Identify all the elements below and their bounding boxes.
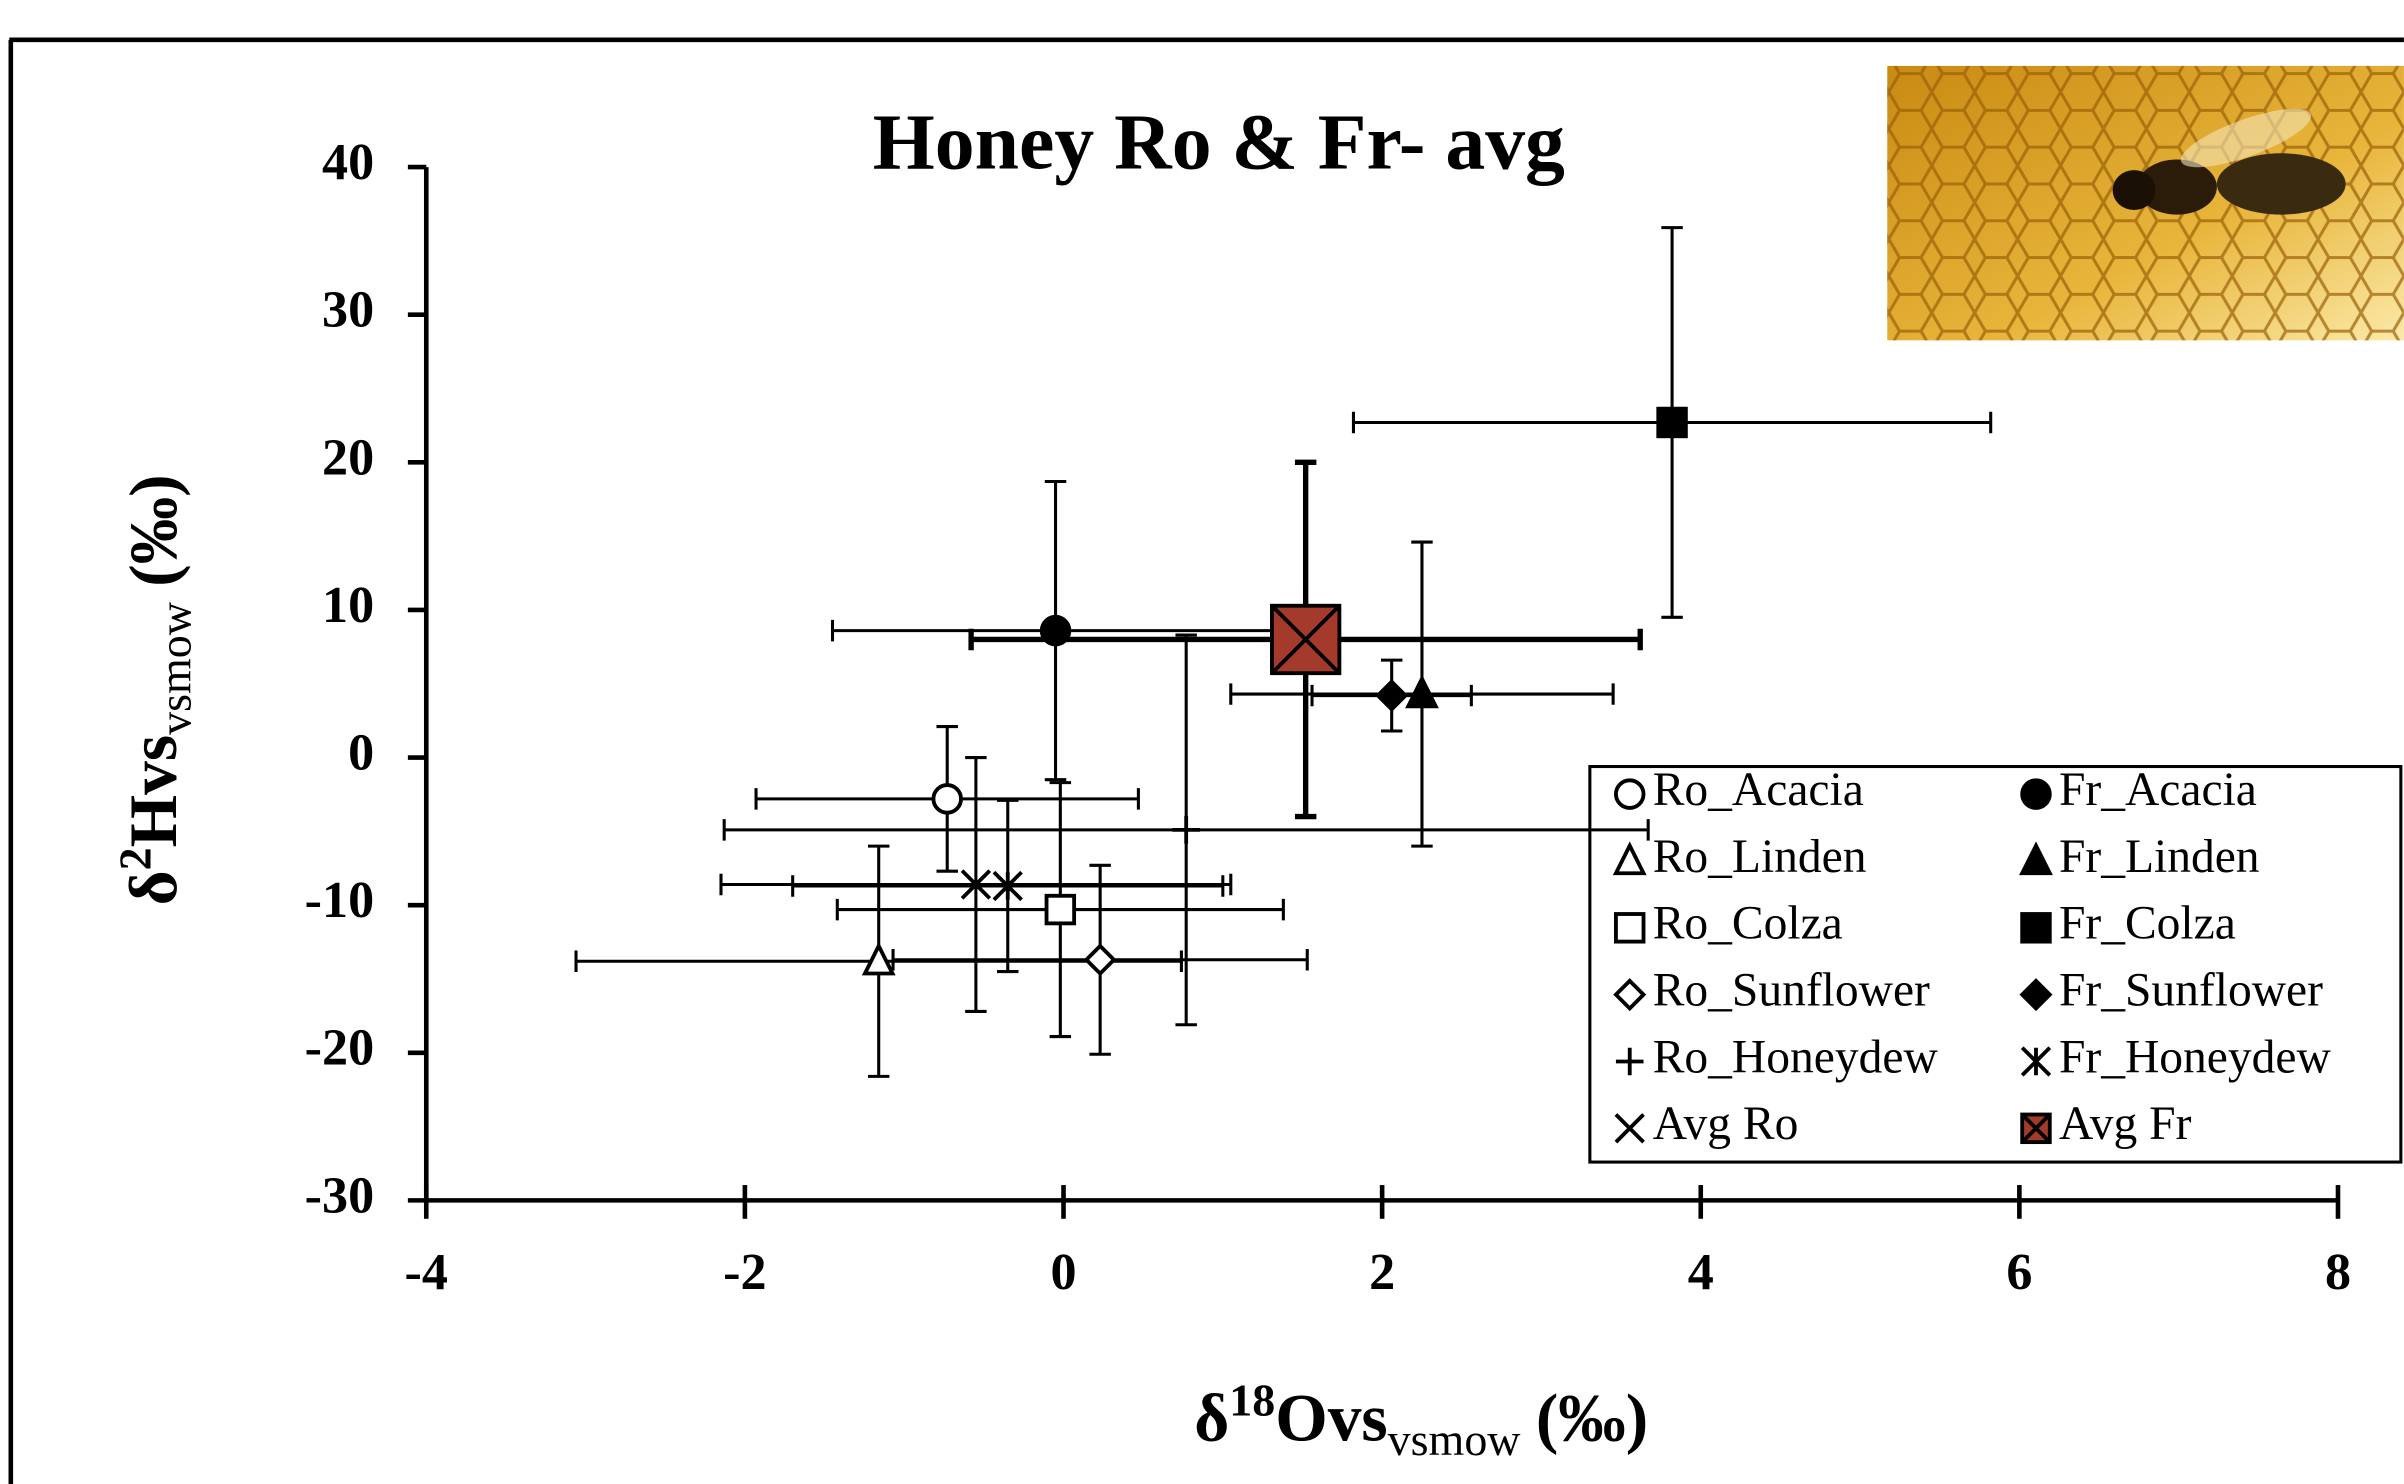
legend-box [1588, 764, 2403, 1164]
y-axis-label: δ2Hvsvsmow (‰) [109, 474, 200, 905]
marker-part [1375, 679, 1409, 713]
legend-label: Ro_Honeydew [1653, 1031, 1939, 1083]
legend-label: Avg Ro [1653, 1098, 1799, 1150]
marker-part [931, 783, 963, 815]
marker [2019, 841, 2053, 876]
marker-part [2019, 978, 2053, 1012]
y-tick-label: 20 [322, 429, 374, 486]
legend-entry: Ro_Linden [1612, 831, 1867, 883]
marker-part [1044, 893, 1077, 926]
marker [2020, 778, 2052, 810]
legend-label: Ro_Acacia [1653, 764, 1864, 816]
x-tick-label: 4 [1688, 1244, 1714, 1301]
marker [1172, 816, 1200, 844]
marker-part [2020, 1046, 2052, 1077]
marker-part [1612, 841, 1647, 876]
marker-part [2019, 841, 2053, 876]
legend-label: Avg Fr [2059, 1098, 2192, 1150]
y-label-main: Hvs [117, 735, 192, 847]
legend-label: Ro_Linden [1653, 831, 1867, 883]
legend-label: Fr_Sunflower [2059, 965, 2323, 1017]
marker-part [1614, 778, 1646, 810]
x-label-main: Ovs [1275, 1381, 1387, 1456]
x-tick-label: -4 [405, 1244, 448, 1301]
marker-part [2020, 1113, 2052, 1144]
x-tick-label: 6 [2006, 1244, 2032, 1301]
x-label-sup: 18 [1229, 1374, 1275, 1425]
x-tick-label: -2 [723, 1244, 766, 1301]
marker [1656, 406, 1688, 439]
legend-label: Ro_Sunflower [1653, 965, 1930, 1017]
x-tick-label: 2 [1369, 1244, 1395, 1301]
marker [2019, 978, 2053, 1012]
legend-entry: Fr_Linden [2019, 831, 2260, 883]
marker-part [861, 941, 896, 976]
marker [2020, 1046, 2052, 1077]
y-label-unit: (‰) [117, 474, 192, 586]
marker [2020, 912, 2052, 944]
x-label-unit: (‰) [1536, 1381, 1648, 1456]
marker [1614, 912, 1646, 944]
marker [1612, 841, 1647, 876]
x-label-symbol: δ [1194, 1381, 1229, 1456]
legend-entry: Fr_Colza [2020, 898, 2236, 950]
marker-part [1656, 406, 1688, 439]
x-label-sub: vsmow [1388, 1414, 1521, 1465]
y-label-symbol: δ [117, 870, 192, 905]
y-tick-label: 10 [322, 577, 374, 634]
legend-label: Fr_Linden [2059, 831, 2260, 883]
legend-entry: Ro_Sunflower [1613, 965, 1930, 1017]
y-tick-label: 40 [322, 134, 374, 191]
marker [1614, 778, 1646, 810]
legend-label: Fr_Colza [2059, 898, 2236, 950]
x-tick-label: 0 [1050, 1244, 1076, 1301]
marker [1270, 603, 1342, 676]
marker [2020, 1112, 2052, 1145]
marker [1044, 893, 1077, 926]
bee-photo [1887, 65, 2404, 341]
marker-part [1405, 674, 1439, 709]
y-tick-label: -10 [305, 872, 374, 929]
marker [931, 783, 963, 815]
y-label-sub: vsmow [149, 602, 200, 735]
marker [960, 869, 992, 900]
legend-label: Fr_Honeydew [2059, 1031, 2332, 1083]
marker-part [1083, 943, 1117, 977]
marker-part [1270, 604, 1341, 675]
marker-part [1614, 912, 1646, 944]
y-tick-label: -20 [305, 1020, 374, 1077]
legend-entry: Avg Ro [1614, 1098, 1799, 1150]
marker [1615, 1047, 1644, 1076]
legend-entry: Ro_Acacia [1614, 764, 1864, 816]
legend-label: Fr_Acacia [2059, 764, 2257, 816]
chart-title: Honey Ro & Fr- avg [873, 99, 1565, 187]
marker [1405, 674, 1439, 709]
legend-entry: Fr_Acacia [2020, 764, 2257, 816]
marker [1375, 679, 1409, 713]
marker-part [1614, 1113, 1645, 1144]
x-tick-label: 8 [2325, 1244, 2351, 1301]
marker-part [2020, 912, 2052, 944]
legend-entry: Fr_Sunflower [2019, 965, 2323, 1017]
marker-part [1172, 816, 1200, 844]
x-axis-label: δ18Ovsvsmow (‰) [1194, 1374, 1648, 1465]
marker [861, 941, 896, 976]
y-tick-label: 0 [348, 725, 374, 782]
marker [1083, 943, 1117, 977]
legend-entry: Ro_Colza [1614, 898, 1843, 950]
legend-label: Ro_Colza [1653, 898, 1843, 950]
legend-entry: Ro_Honeydew [1615, 1031, 1939, 1083]
legend-entry: Avg Fr [2020, 1098, 2192, 1150]
marker-part [2020, 778, 2052, 810]
y-tick-label: 30 [322, 282, 374, 339]
marker-part [960, 869, 992, 900]
marker [1614, 1113, 1645, 1144]
legend-entry: Fr_Honeydew [2020, 1031, 2332, 1083]
marker [1613, 978, 1647, 1012]
y-label-sup: 2 [109, 847, 160, 870]
marker-part [1615, 1047, 1644, 1076]
y-tick-label: -30 [305, 1167, 374, 1224]
marker-part [1613, 978, 1647, 1012]
